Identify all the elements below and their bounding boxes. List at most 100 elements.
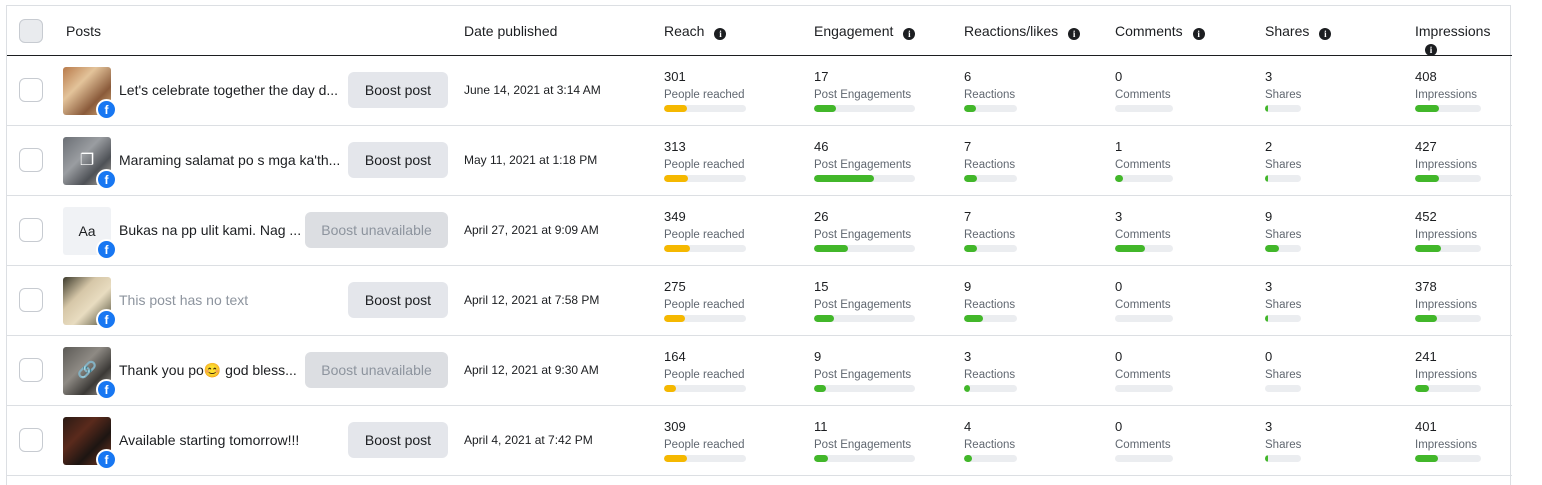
comments-value: 1: [1115, 139, 1123, 154]
engagement-value: 9: [814, 349, 822, 364]
shares-label: Shares: [1265, 299, 1302, 311]
impressions-metric: 241 Impressions: [1415, 349, 1481, 392]
shares-value: 3: [1265, 419, 1273, 434]
engagement-progress-fill: [814, 455, 828, 462]
engagement-header-label: Engagement: [814, 23, 894, 39]
reactions-value: 9: [964, 279, 972, 294]
impressions-label: Impressions: [1415, 369, 1477, 381]
reach-label: People reached: [664, 299, 745, 311]
comments-header-label: Comments: [1115, 23, 1183, 39]
reach-metric: 349 People reached: [664, 209, 746, 252]
post-text[interactable]: Let's celebrate together the day d...: [119, 82, 339, 98]
row-checkbox[interactable]: [19, 288, 43, 312]
row-checkbox[interactable]: [19, 78, 43, 102]
reactions-metric: 7 Reactions: [964, 139, 1017, 182]
reach-progress-fill: [664, 455, 687, 462]
impressions-progress-fill: [1415, 455, 1438, 462]
date-column-header[interactable]: Date published: [464, 23, 558, 39]
table-row: f This post has no text Boost post April 12…: [7, 266, 1512, 336]
reach-value: 275: [664, 279, 686, 294]
info-icon[interactable]: i: [1425, 44, 1437, 56]
comments-progress-fill: [1115, 175, 1123, 182]
reactions-progress-bar: [964, 175, 1017, 182]
comments-value: 0: [1115, 419, 1123, 434]
shares-metric: 0 Shares: [1265, 349, 1301, 392]
comments-label: Comments: [1115, 89, 1171, 101]
impressions-label: Impressions: [1415, 299, 1477, 311]
boost-post-button[interactable]: Boost post: [348, 282, 448, 318]
boost-post-button[interactable]: Boost post: [348, 422, 448, 458]
boost-post-button[interactable]: Boost post: [348, 142, 448, 178]
shares-metric: 2 Shares: [1265, 139, 1301, 182]
shares-progress-bar: [1265, 455, 1301, 462]
info-icon[interactable]: i: [1192, 28, 1205, 40]
info-icon[interactable]: i: [903, 28, 916, 40]
shares-progress-fill: [1265, 315, 1268, 322]
reactions-value: 3: [964, 349, 972, 364]
post-text[interactable]: This post has no text: [119, 292, 249, 308]
comments-value: 0: [1115, 69, 1123, 84]
row-checkbox[interactable]: [19, 358, 43, 382]
engagement-label: Post Engagements: [814, 439, 912, 451]
info-icon[interactable]: i: [714, 28, 727, 40]
reach-progress-bar: [664, 455, 746, 462]
engagement-progress-bar: [814, 245, 915, 252]
post-text[interactable]: Thank you po😊 god bless...: [119, 362, 297, 378]
reach-progress-fill: [664, 385, 676, 392]
comments-label: Comments: [1115, 369, 1171, 381]
reach-progress-fill: [664, 105, 687, 112]
impressions-value: 378: [1415, 279, 1437, 294]
reactions-progress-fill: [964, 175, 977, 182]
reach-metric: 313 People reached: [664, 139, 746, 182]
facebook-icon: f: [96, 379, 117, 400]
impressions-column-header[interactable]: Impressions i: [1415, 23, 1512, 56]
reactions-column-header[interactable]: Reactions/likes i: [964, 23, 1081, 40]
date-published: April 27, 2021 at 9:09 AM: [464, 223, 599, 237]
shares-progress-fill: [1265, 105, 1268, 112]
impressions-value: 427: [1415, 139, 1437, 154]
engagement-metric: 17 Post Engagements: [814, 69, 915, 112]
reactions-value: 6: [964, 69, 972, 84]
info-icon[interactable]: i: [1068, 28, 1081, 40]
row-checkbox[interactable]: [19, 218, 43, 242]
multi-photo-icon: ❐: [79, 152, 95, 169]
comments-column-header[interactable]: Comments i: [1115, 23, 1205, 40]
post-text[interactable]: Maraming salamat po s mga ka'th...: [119, 152, 341, 168]
info-icon[interactable]: i: [1319, 28, 1332, 40]
posts-column-header[interactable]: Posts: [66, 23, 102, 39]
row-checkbox[interactable]: [19, 148, 43, 172]
engagement-column-header[interactable]: Engagement i: [814, 23, 916, 40]
comments-metric: 3 Comments: [1115, 209, 1173, 252]
comments-label: Comments: [1115, 299, 1171, 311]
boost-post-button[interactable]: Boost post: [348, 72, 448, 108]
post-text[interactable]: Available starting tomorrow!!!: [119, 432, 300, 448]
impressions-metric: 401 Impressions: [1415, 419, 1481, 462]
impressions-label: Impressions: [1415, 229, 1477, 241]
reactions-value: 4: [964, 419, 972, 434]
engagement-value: 11: [814, 419, 828, 434]
engagement-metric: 26 Post Engagements: [814, 209, 915, 252]
engagement-label: Post Engagements: [814, 369, 912, 381]
reactions-progress-fill: [964, 315, 983, 322]
reach-progress-fill: [664, 175, 688, 182]
engagement-progress-bar: [814, 105, 915, 112]
impressions-progress-fill: [1415, 315, 1437, 322]
date-published: April 12, 2021 at 9:30 AM: [464, 363, 599, 377]
shares-progress-bar: [1265, 385, 1301, 392]
engagement-progress-fill: [814, 105, 836, 112]
reactions-progress-fill: [964, 385, 970, 392]
comments-progress-bar: [1115, 455, 1173, 462]
shares-column-header[interactable]: Shares i: [1265, 23, 1332, 40]
post-text[interactable]: Bukas na pp ulit kami. Nag ...: [119, 222, 302, 238]
select-all-checkbox[interactable]: [19, 19, 43, 43]
engagement-progress-bar: [814, 385, 915, 392]
reach-metric: 309 People reached: [664, 419, 746, 462]
reactions-metric: 9 Reactions: [964, 279, 1017, 322]
impressions-value: 408: [1415, 69, 1437, 84]
row-checkbox[interactable]: [19, 428, 43, 452]
reach-column-header[interactable]: Reach i: [664, 23, 727, 40]
reach-metric: 275 People reached: [664, 279, 746, 322]
reactions-label: Reactions: [964, 439, 1016, 451]
reach-progress-bar: [664, 315, 746, 322]
engagement-label: Post Engagements: [814, 89, 912, 101]
